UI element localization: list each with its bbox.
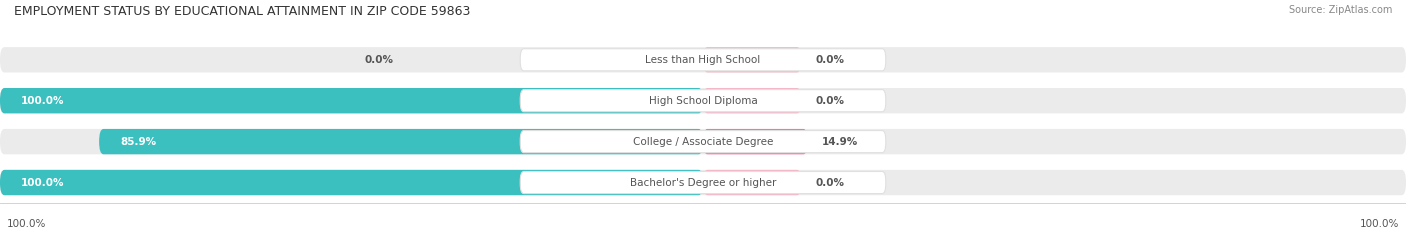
- Text: EMPLOYMENT STATUS BY EDUCATIONAL ATTAINMENT IN ZIP CODE 59863: EMPLOYMENT STATUS BY EDUCATIONAL ATTAINM…: [14, 5, 471, 18]
- Text: 14.9%: 14.9%: [821, 137, 858, 147]
- FancyBboxPatch shape: [0, 170, 703, 195]
- FancyBboxPatch shape: [0, 88, 1406, 113]
- FancyBboxPatch shape: [703, 88, 801, 113]
- Text: High School Diploma: High School Diploma: [648, 96, 758, 106]
- Text: College / Associate Degree: College / Associate Degree: [633, 137, 773, 147]
- FancyBboxPatch shape: [0, 88, 703, 113]
- Text: 0.0%: 0.0%: [815, 178, 845, 188]
- FancyBboxPatch shape: [0, 47, 1406, 72]
- Text: 85.9%: 85.9%: [120, 137, 156, 147]
- Text: Source: ZipAtlas.com: Source: ZipAtlas.com: [1288, 5, 1392, 15]
- Text: 100.0%: 100.0%: [1360, 219, 1399, 229]
- FancyBboxPatch shape: [520, 49, 886, 71]
- Text: Bachelor's Degree or higher: Bachelor's Degree or higher: [630, 178, 776, 188]
- Text: 0.0%: 0.0%: [815, 55, 845, 65]
- FancyBboxPatch shape: [520, 130, 886, 153]
- FancyBboxPatch shape: [0, 129, 1406, 154]
- Text: 100.0%: 100.0%: [21, 178, 65, 188]
- FancyBboxPatch shape: [520, 171, 886, 194]
- FancyBboxPatch shape: [703, 129, 808, 154]
- Text: 0.0%: 0.0%: [815, 96, 845, 106]
- Text: 100.0%: 100.0%: [7, 219, 46, 229]
- FancyBboxPatch shape: [703, 47, 801, 72]
- Text: Less than High School: Less than High School: [645, 55, 761, 65]
- FancyBboxPatch shape: [703, 170, 801, 195]
- FancyBboxPatch shape: [98, 129, 703, 154]
- Text: 0.0%: 0.0%: [364, 55, 394, 65]
- FancyBboxPatch shape: [520, 90, 886, 112]
- Text: 100.0%: 100.0%: [21, 96, 65, 106]
- FancyBboxPatch shape: [0, 170, 1406, 195]
